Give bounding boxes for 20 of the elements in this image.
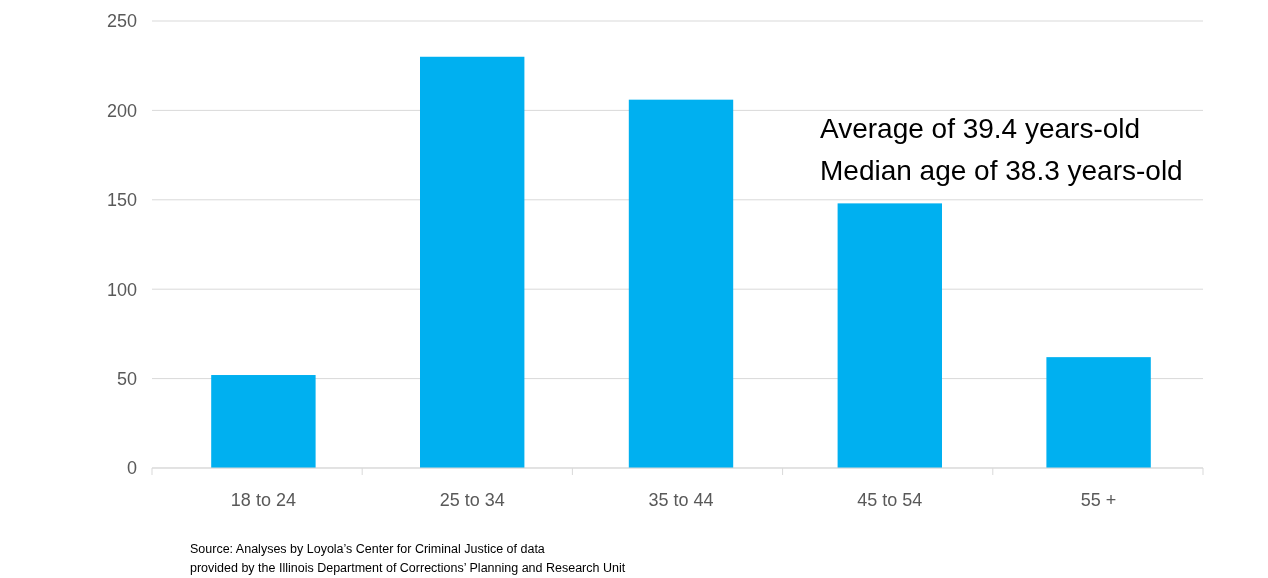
bar — [628, 99, 734, 468]
x-tick-label: 55 + — [1080, 490, 1117, 510]
source-note: Source: Analyses by Loyola’s Center for Criminal Justice of data — [190, 542, 545, 556]
y-tick-label: 0 — [126, 458, 137, 479]
text: provided by the Illinois Department of Corrections’ Planning and Research Unit — [190, 561, 626, 575]
bar — [420, 56, 525, 468]
y-tick-label: 200 — [106, 100, 137, 121]
y-tick-label: 150 — [106, 190, 137, 211]
y-tick-label: 250 — [106, 11, 137, 32]
annotation: Average of 39.4 years-old — [820, 113, 1141, 144]
y-tick-label: 100 — [106, 279, 137, 300]
bar — [1046, 357, 1151, 468]
bar — [211, 375, 316, 468]
bar — [837, 203, 942, 468]
y-tick-label: 50 — [116, 368, 137, 389]
annotation: Median age of 38.3 years-old — [820, 155, 1183, 186]
x-tick-label: 45 to 54 — [857, 490, 923, 510]
x-tick-label: 35 to 44 — [648, 490, 714, 510]
x-tick-label: 25 to 34 — [439, 490, 505, 510]
x-tick-label: 18 to 24 — [230, 490, 296, 510]
